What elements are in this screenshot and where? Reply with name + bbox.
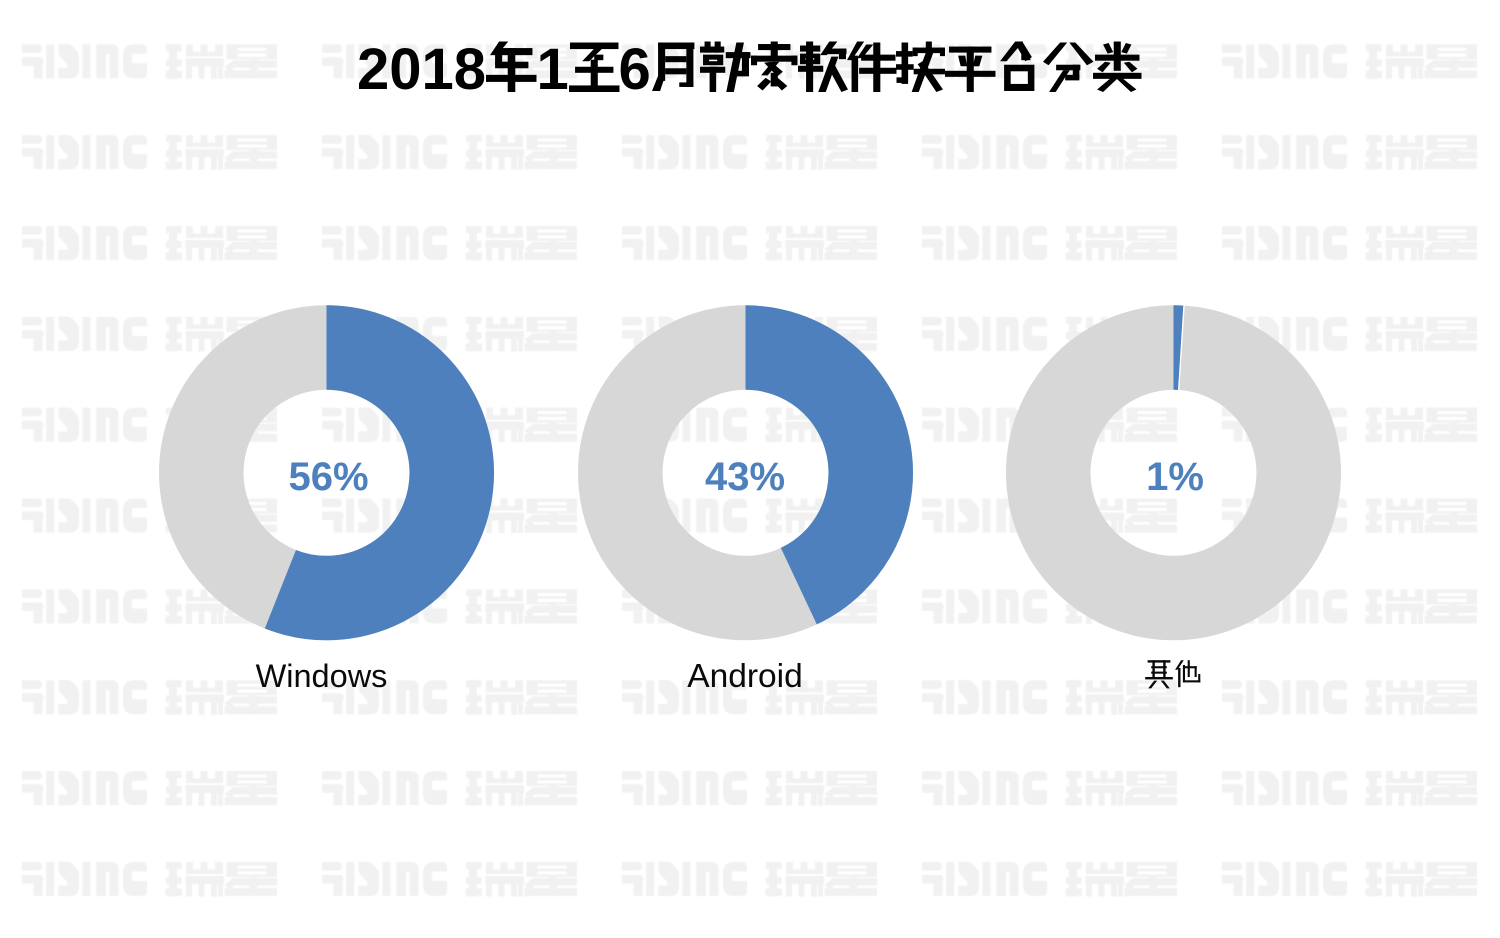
svg-text:Windows: Windows	[256, 658, 388, 694]
svg-text:1: 1	[537, 37, 569, 102]
svg-text:Android: Android	[687, 658, 802, 695]
svg-text:1%: 1%	[1146, 455, 1204, 499]
svg-text:43%: 43%	[705, 455, 785, 499]
svg-text:6: 6	[619, 37, 651, 102]
svg-text:2018: 2018	[357, 37, 486, 102]
svg-text:56%: 56%	[288, 455, 368, 499]
